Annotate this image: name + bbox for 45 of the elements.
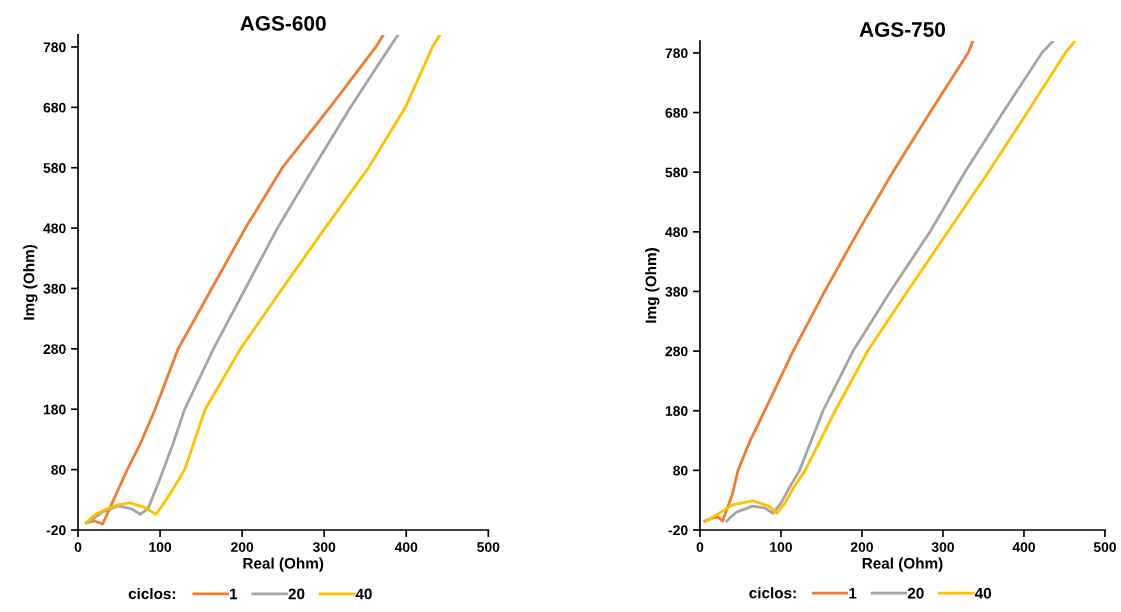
- legend-label: 40: [355, 588, 372, 600]
- y-tick-label: 380: [665, 286, 688, 297]
- x-tick-label: 0: [696, 542, 704, 552]
- y-tick-label: 480: [665, 227, 688, 237]
- x-tick-label: 100: [770, 542, 792, 552]
- y-tick-label: 280: [665, 346, 688, 357]
- y-tick-label: 180: [43, 404, 66, 415]
- legend-title: ciclos:: [128, 587, 176, 600]
- y-tick-label: 780: [665, 48, 688, 59]
- x-tick-label: 200: [231, 542, 254, 552]
- y-tick-label: 380: [43, 283, 66, 294]
- legend-label: 20: [288, 588, 305, 600]
- legend-title: ciclos:: [749, 587, 796, 599]
- x-tick-label: 200: [850, 542, 873, 552]
- y-tick-label: 580: [665, 167, 688, 178]
- y-tick-label: 680: [43, 102, 66, 113]
- legend-label: 20: [907, 587, 924, 599]
- y-tick-label: 480: [43, 223, 66, 234]
- y-tick-label: -20: [668, 525, 688, 536]
- y-tick-label: 280: [43, 344, 66, 355]
- y-tick-label: 680: [665, 107, 688, 118]
- y-tick-label: -20: [46, 525, 66, 536]
- legend-label: 1: [230, 588, 238, 600]
- y-tick-label: 180: [665, 406, 688, 416]
- x-axis-title: Real (Ohm): [243, 557, 324, 572]
- chart-title: AGS-750: [859, 22, 946, 37]
- legend-label: 40: [974, 587, 992, 599]
- legend-label: 1: [849, 588, 857, 599]
- chart-title: AGS-600: [240, 16, 326, 31]
- y-tick-label: 80: [51, 464, 66, 475]
- x-tick-label: 500: [1093, 542, 1116, 552]
- x-tick-label: 0: [74, 542, 82, 552]
- y-axis-title: Img (Ohm): [645, 248, 660, 323]
- x-tick-label: 400: [1012, 542, 1035, 552]
- line-series: [703, 41, 975, 523]
- x-tick-label: 400: [394, 542, 418, 552]
- x-tick-label: 300: [931, 542, 954, 553]
- y-tick-label: 80: [673, 465, 688, 476]
- x-axis-title: Real (Ohm): [862, 557, 943, 572]
- x-tick-label: 300: [312, 542, 336, 553]
- y-tick-label: 780: [43, 42, 66, 53]
- y-axis-title: Img (Ohm): [23, 245, 38, 320]
- x-tick-label: 500: [477, 542, 500, 552]
- x-tick-label: 100: [149, 542, 172, 552]
- y-tick-label: 580: [43, 163, 66, 173]
